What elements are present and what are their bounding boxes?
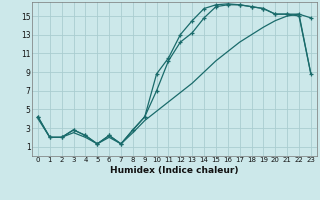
X-axis label: Humidex (Indice chaleur): Humidex (Indice chaleur) (110, 166, 239, 175)
